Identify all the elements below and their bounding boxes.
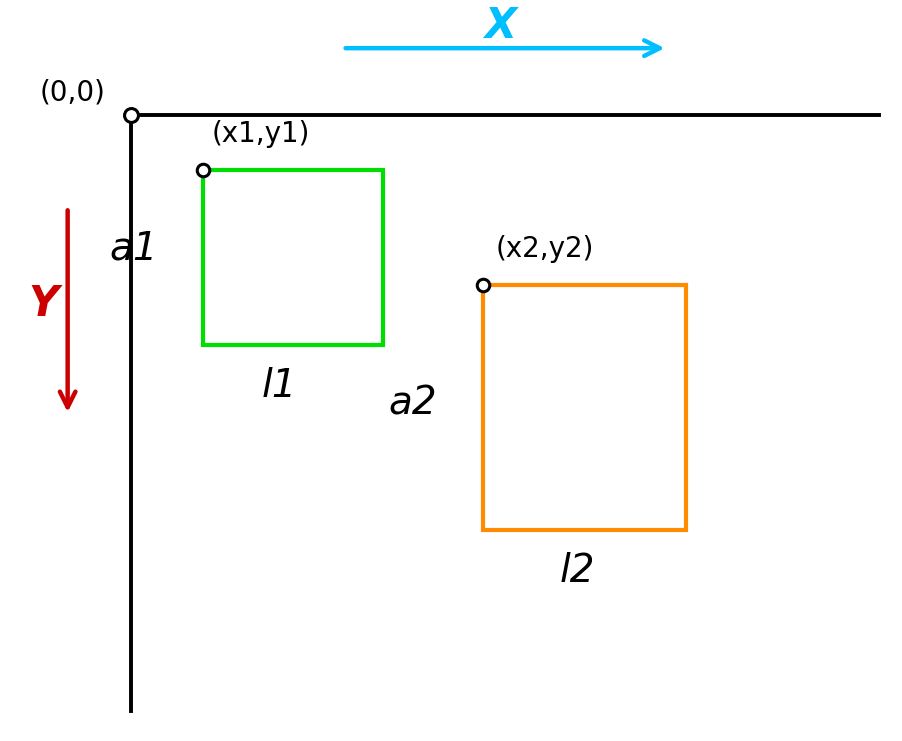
Text: l1: l1	[262, 367, 298, 405]
Bar	[203, 170, 383, 345]
Text: (x2,y2): (x2,y2)	[496, 235, 594, 263]
Text: a2: a2	[389, 385, 437, 423]
Text: X: X	[484, 5, 517, 47]
Text: a1: a1	[109, 229, 158, 268]
Bar	[483, 285, 686, 530]
Text: (0,0): (0,0)	[39, 79, 106, 107]
Text: (x1,y1): (x1,y1)	[212, 120, 310, 148]
Text: Y: Y	[28, 283, 59, 325]
Text: l2: l2	[559, 552, 595, 590]
